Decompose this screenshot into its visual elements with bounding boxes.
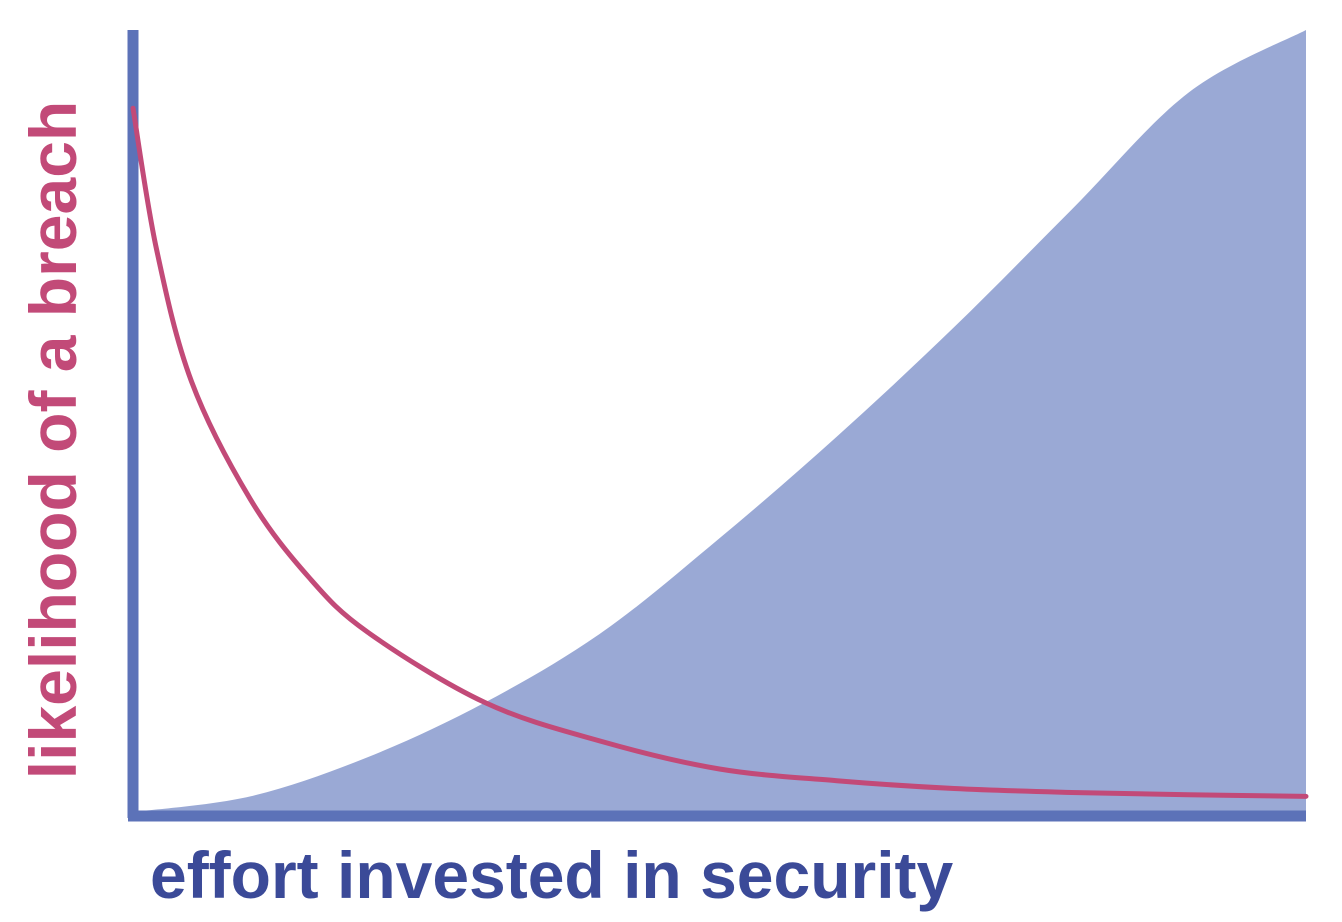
- plot-area: [127, 30, 1309, 822]
- area-series-0: [133, 30, 1306, 812]
- line-series-1: [130, 105, 1309, 799]
- y-axis-label: likelihood of a breach: [16, 100, 90, 780]
- x-axis-label: effort invested in security: [150, 838, 954, 912]
